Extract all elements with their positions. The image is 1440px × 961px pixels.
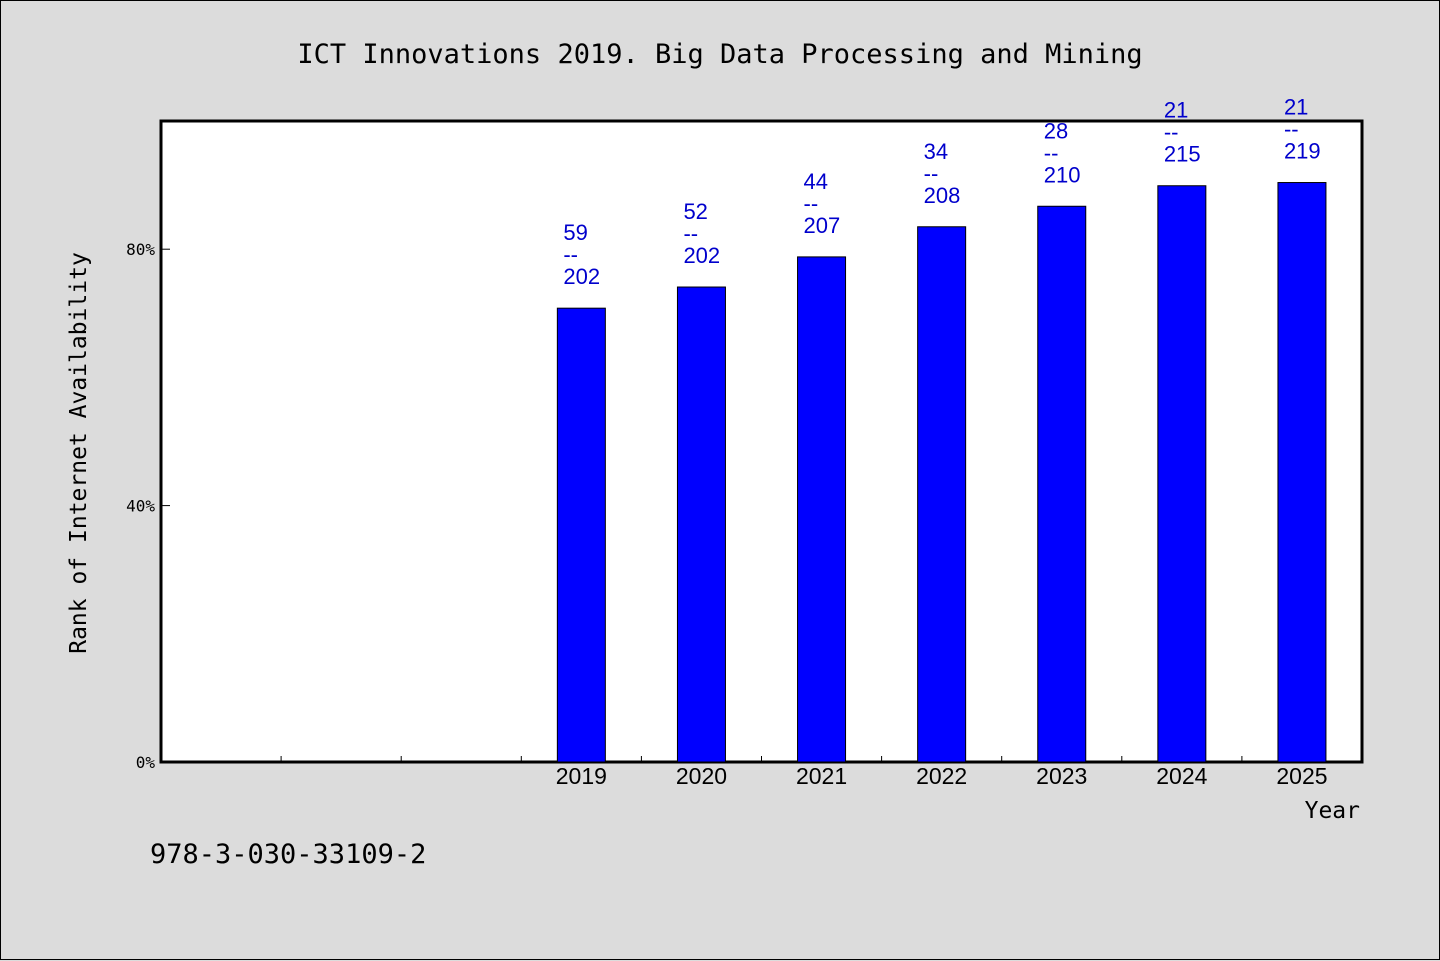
data-label-rank-2022: 34 (924, 139, 948, 164)
data-label-rank-2021: 44 (804, 169, 828, 194)
data-labels-group: 59--20252--20244--20734--20828--21021--2… (563, 95, 1320, 290)
data-label-sep-2022: -- (924, 161, 939, 186)
data-label-total-2024: 215 (1164, 142, 1201, 167)
data-label-sep-2020: -- (683, 221, 698, 246)
x-tick-label: 2024 (1156, 763, 1207, 789)
data-label-total-2020: 202 (683, 243, 720, 268)
bar-2019 (556, 307, 606, 763)
y-tick-label: 40% (126, 497, 155, 516)
data-label-sep-2025: -- (1284, 117, 1299, 142)
x-axis-label: Year (1305, 798, 1360, 824)
y-axis-ticks: 0% 40% 80% (126, 240, 170, 772)
x-tick-label: 2020 (676, 763, 727, 789)
y-tick-label: 80% (126, 240, 155, 259)
bar-2020 (676, 286, 726, 763)
data-label-sep-2024: -- (1164, 120, 1179, 145)
data-label-sep-2021: -- (804, 191, 819, 216)
x-tick-label: 2021 (796, 763, 847, 789)
x-axis-ticks: 2019 2020 2021 2022 2023 2024 2025 (280, 756, 1328, 789)
data-label-rank-2020: 52 (683, 199, 707, 224)
data-label-rank-2024: 21 (1164, 98, 1188, 123)
x-tick-label: 2022 (916, 763, 967, 789)
bars-group (556, 182, 1327, 763)
x-tick-label: 2025 (1276, 763, 1327, 789)
x-tick-label: 2019 (556, 763, 607, 789)
x-tick-label: 2023 (1036, 763, 1087, 789)
data-label-total-2023: 210 (1044, 162, 1081, 187)
data-label-rank-2023: 28 (1044, 118, 1068, 143)
isbn-footer: 978-3-030-33109-2 (150, 839, 426, 870)
data-label-sep-2023: -- (1044, 140, 1059, 165)
bar-2025 (1277, 182, 1327, 763)
y-axis-label: Rank of Internet Availability (66, 252, 92, 654)
data-label-total-2025: 219 (1284, 139, 1321, 164)
bar-2023 (1037, 205, 1087, 763)
data-label-total-2022: 208 (924, 183, 961, 208)
data-label-total-2021: 207 (804, 213, 841, 238)
chart-title: ICT Innovations 2019. Big Data Processin… (297, 39, 1142, 70)
data-label-rank-2019: 59 (563, 220, 587, 245)
data-label-rank-2025: 21 (1284, 95, 1308, 120)
data-label-total-2019: 202 (563, 264, 600, 289)
bar-2024 (1157, 185, 1207, 763)
y-tick-label: 0% (136, 753, 156, 772)
data-label-sep-2019: -- (563, 242, 578, 267)
bar-2021 (797, 256, 847, 763)
bar-2022 (917, 226, 967, 763)
